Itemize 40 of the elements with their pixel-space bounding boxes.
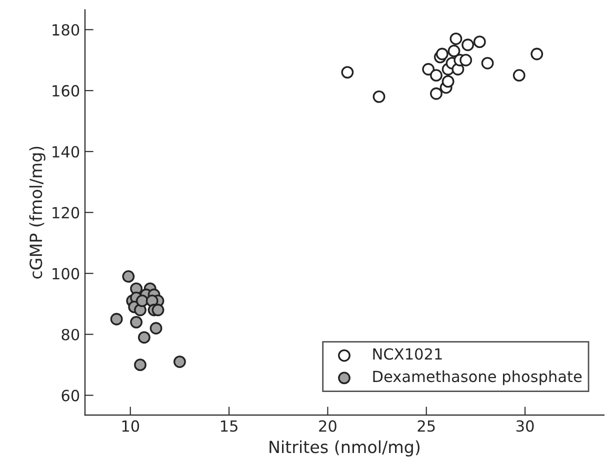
point — [462, 38, 474, 52]
point — [150, 322, 162, 334]
y-tick-label: 140 — [52, 146, 80, 158]
point — [372, 90, 386, 103]
point — [122, 270, 135, 283]
point — [134, 358, 146, 372]
point — [110, 312, 123, 326]
x-tick-label: 10 — [122, 420, 140, 432]
point — [341, 66, 354, 79]
point — [430, 69, 442, 82]
point — [138, 331, 150, 344]
point — [152, 304, 164, 316]
x-tick-label: 20 — [319, 420, 336, 432]
point — [442, 75, 454, 88]
point — [481, 56, 494, 70]
y-axis-title: cGMP (fmol/mg) — [29, 146, 46, 279]
point — [173, 356, 186, 368]
point — [430, 87, 442, 100]
x-tick-label: 25 — [418, 420, 435, 432]
x-axis-title: Nitrites (nmol/mg) — [270, 440, 420, 456]
point — [130, 316, 142, 328]
point — [460, 54, 472, 66]
y-tick-label: 180 — [52, 24, 80, 36]
legend-label: NCX1021 — [373, 348, 442, 360]
point — [512, 69, 526, 82]
y-tick-label: 160 — [52, 85, 80, 97]
point — [136, 294, 148, 308]
legend-label: Dexamethasone phosphate — [373, 370, 582, 386]
point — [450, 32, 462, 45]
y-tick-label: 60 — [62, 390, 80, 402]
point — [422, 63, 435, 76]
point — [448, 44, 460, 58]
point — [473, 36, 486, 48]
y-tick-label: 100 — [52, 268, 80, 280]
y-tick-label: 80 — [62, 328, 80, 340]
x-tick-label: 30 — [516, 420, 534, 432]
point — [436, 48, 448, 60]
x-tick-label: 15 — [220, 420, 238, 432]
y-tick-label: 120 — [52, 206, 80, 218]
point — [530, 48, 544, 60]
